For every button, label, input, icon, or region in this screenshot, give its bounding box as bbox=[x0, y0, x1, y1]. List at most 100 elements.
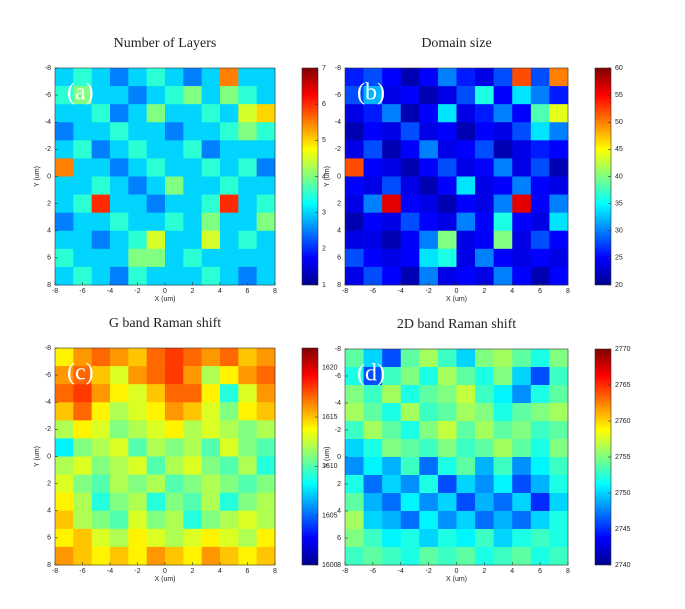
heatmap-cell bbox=[201, 366, 221, 385]
colorbar-tick-label: 1620 bbox=[322, 365, 338, 372]
chart-title: G band Raman shift bbox=[109, 316, 221, 331]
heatmap-cell bbox=[91, 122, 111, 141]
colorbar-tick-label: 1600 bbox=[322, 562, 338, 569]
heatmap-cell bbox=[128, 366, 147, 385]
heatmap-cell bbox=[419, 104, 439, 123]
heatmap-cell bbox=[238, 122, 257, 141]
heatmap-cell bbox=[165, 348, 184, 367]
heatmap-cell bbox=[382, 385, 402, 404]
heatmap-cell bbox=[475, 439, 494, 458]
heatmap-cell bbox=[256, 384, 276, 403]
colorbar-tick-label: 25 bbox=[615, 255, 623, 262]
heatmap-cell bbox=[256, 456, 276, 475]
y-tick-label: 2 bbox=[337, 200, 341, 207]
heatmap-cell bbox=[183, 158, 202, 177]
heatmap-cell bbox=[437, 248, 457, 268]
heatmap-cell bbox=[549, 230, 569, 250]
heatmap-cell bbox=[146, 248, 166, 268]
heatmap-cell bbox=[183, 104, 202, 123]
heatmap-cell bbox=[238, 230, 257, 250]
heatmap-cell bbox=[419, 349, 439, 368]
heatmap-cell bbox=[73, 212, 92, 232]
heatmap-cell bbox=[475, 158, 494, 177]
y-tick-label: -6 bbox=[45, 372, 51, 379]
heatmap-cell bbox=[382, 529, 402, 548]
heatmap-cell bbox=[128, 194, 147, 213]
heatmap-cell bbox=[549, 457, 569, 476]
heatmap-cell bbox=[437, 493, 457, 512]
heatmap-cell bbox=[475, 475, 494, 494]
heatmap-cell bbox=[512, 385, 532, 404]
heatmap-cell bbox=[110, 122, 129, 141]
heatmap-cell bbox=[400, 493, 420, 512]
y-axis-label: Y (um) bbox=[324, 447, 331, 468]
heatmap-cell bbox=[201, 546, 221, 566]
heatmap-cell bbox=[530, 86, 550, 105]
heatmap-cell bbox=[73, 510, 92, 530]
heatmap-cell bbox=[493, 475, 513, 494]
heatmap-cell bbox=[512, 439, 532, 458]
heatmap-cell bbox=[73, 248, 92, 268]
heatmap-cell bbox=[73, 456, 92, 475]
colorbar-tick-label: 20 bbox=[615, 282, 623, 289]
heatmap-cell bbox=[201, 122, 221, 141]
heatmap-cell bbox=[382, 511, 402, 530]
heatmap-cell bbox=[238, 212, 257, 232]
heatmap-cell bbox=[146, 176, 166, 195]
colorbar-tick-label: 2750 bbox=[615, 490, 631, 497]
y-tick-label: 8 bbox=[47, 562, 51, 569]
heatmap-cell bbox=[128, 104, 147, 123]
heatmap-cell bbox=[128, 456, 147, 475]
heatmap-cell bbox=[73, 68, 92, 87]
heatmap-cell bbox=[73, 384, 92, 403]
heatmap-cell bbox=[400, 86, 420, 105]
heatmap-cell bbox=[238, 510, 257, 530]
heatmap-cell bbox=[201, 248, 221, 268]
heatmap-cell bbox=[128, 68, 147, 87]
heatmap-cell bbox=[238, 248, 257, 268]
heatmap-cell bbox=[437, 140, 457, 159]
heatmap-cell bbox=[55, 158, 74, 177]
heatmap-cell bbox=[165, 474, 184, 493]
heatmap-cell bbox=[493, 86, 513, 105]
heatmap-cell bbox=[456, 349, 476, 368]
heatmap-cell bbox=[400, 140, 420, 159]
x-tick-label: -8 bbox=[52, 288, 58, 295]
colorbar-tick-label: 2760 bbox=[615, 418, 631, 425]
heatmap-cell bbox=[549, 266, 569, 286]
heatmap-cell bbox=[183, 248, 202, 268]
heatmap-cell bbox=[437, 421, 457, 440]
heatmap-cell bbox=[512, 194, 532, 213]
heatmap-cell bbox=[146, 158, 166, 177]
heatmap-cell bbox=[91, 140, 111, 159]
heatmap-cell bbox=[345, 140, 364, 159]
heatmap-cell bbox=[55, 456, 74, 475]
heatmap-cell bbox=[475, 367, 494, 386]
x-tick-label: 4 bbox=[510, 568, 514, 575]
heatmap-cell bbox=[201, 492, 221, 512]
heatmap-cell bbox=[201, 348, 221, 367]
heatmap-cell bbox=[220, 122, 239, 141]
heatmap-cell bbox=[110, 528, 129, 548]
heatmap-cell bbox=[512, 493, 532, 512]
heatmap-cell bbox=[549, 86, 569, 105]
heatmap-cell bbox=[530, 493, 550, 512]
heatmap-cell bbox=[363, 403, 383, 422]
heatmap-cell bbox=[220, 230, 239, 250]
heatmap-cell bbox=[493, 547, 513, 566]
heatmap-cell bbox=[55, 194, 74, 213]
heatmap-cell bbox=[165, 68, 184, 87]
heatmap-cell bbox=[400, 439, 420, 458]
heatmap-cell bbox=[73, 348, 92, 367]
heatmap-cell bbox=[256, 420, 276, 439]
heatmap-cell bbox=[220, 384, 239, 403]
x-axis-label: X (um) bbox=[155, 576, 176, 583]
heatmap-cell bbox=[345, 529, 364, 548]
heatmap-cell bbox=[512, 104, 532, 123]
heatmap-cell bbox=[475, 266, 494, 286]
heatmap-cell bbox=[201, 384, 221, 403]
heatmap-cell bbox=[201, 474, 221, 493]
heatmap-cell bbox=[382, 230, 402, 250]
heatmap-cell bbox=[128, 420, 147, 439]
x-tick-label: 4 bbox=[218, 288, 222, 295]
